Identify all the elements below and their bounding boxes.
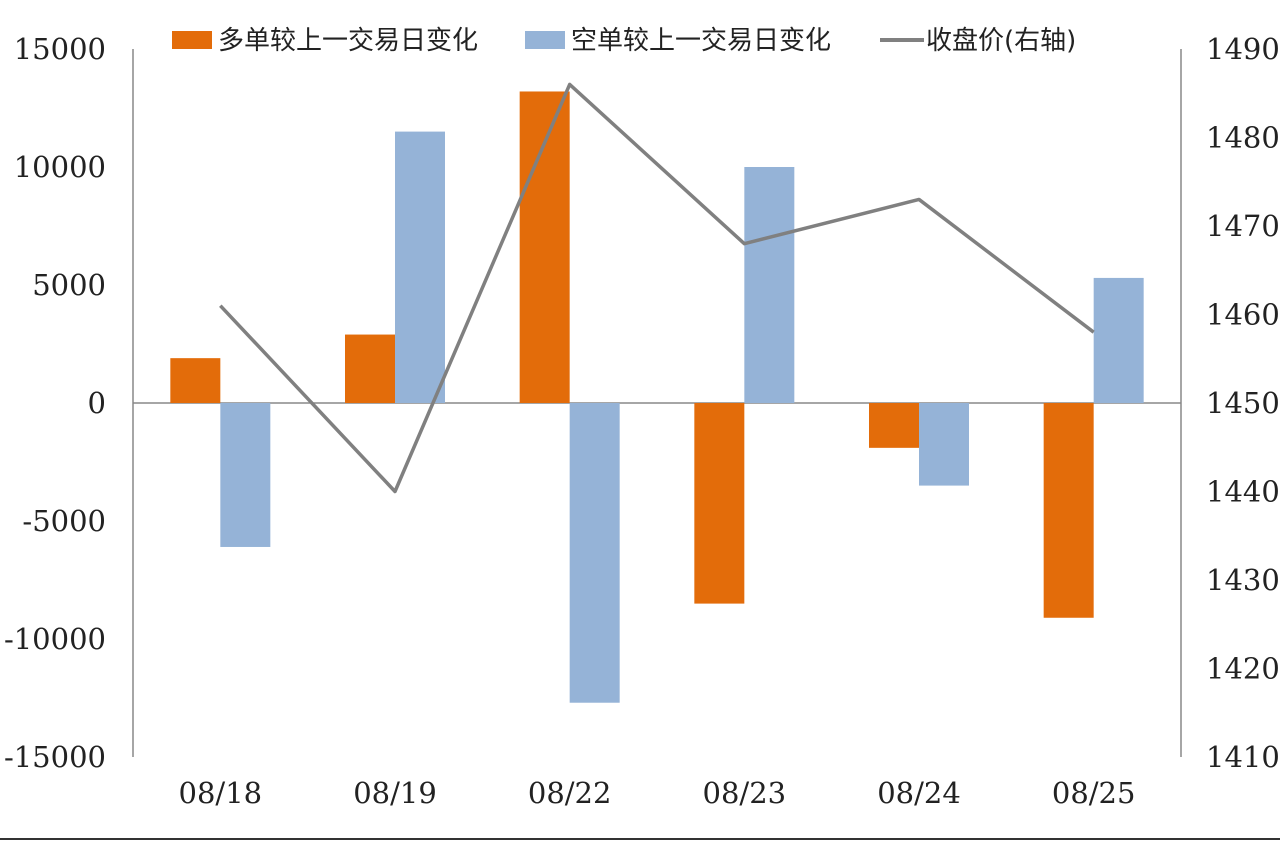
y-right-tick-label: 1430 <box>1206 563 1280 597</box>
bar-short-2 <box>569 403 620 703</box>
x-tick-label: 08/24 <box>877 776 961 810</box>
y-left-tick-label: 5000 <box>32 268 106 302</box>
bar-long-1 <box>345 334 395 403</box>
y-right-tick-label: 1490 <box>1206 32 1280 66</box>
x-tick-label: 08/19 <box>353 776 437 810</box>
y-right-tick-label: 1470 <box>1206 209 1280 243</box>
x-tick-label: 08/23 <box>703 776 787 810</box>
bar-long-2 <box>519 91 570 403</box>
chart-legend: 多单较上一交易日变化 空单较上一交易日变化 收盘价(右轴) <box>172 26 1076 56</box>
y-left-tick-label: 10000 <box>14 150 106 184</box>
y-left-tick-label: 15000 <box>14 32 106 66</box>
y-right-tick-label: 1440 <box>1206 475 1280 509</box>
y-right-tick-label: 1480 <box>1206 121 1280 155</box>
bar-long-5 <box>1043 403 1094 618</box>
bar-short-0 <box>220 403 271 547</box>
bar-short-5 <box>1093 277 1144 403</box>
chart-bars <box>170 91 1144 703</box>
y-left-tick-label: -5000 <box>22 504 106 538</box>
y-right-tick-label: 1450 <box>1206 386 1280 420</box>
y-left-tick-label: -15000 <box>4 740 106 774</box>
close-price-line <box>219 82 1095 494</box>
bar-short-3 <box>744 167 795 403</box>
y-right-tick-label: 1460 <box>1206 298 1280 332</box>
legend-label-long: 多单较上一交易日变化 <box>218 26 478 56</box>
bar-long-0 <box>170 358 221 403</box>
legend-label-short: 空单较上一交易日变化 <box>571 26 831 56</box>
chart-ticks: 15000 10000 5000 0 -5000 -10000 -15000 1490 1480… <box>4 32 1280 810</box>
y-right-tick-label: 1410 <box>1206 740 1280 774</box>
bar-long-3 <box>694 403 745 604</box>
bar-short-1 <box>395 131 445 403</box>
y-right-tick-label: 1420 <box>1206 652 1280 686</box>
chart-axes <box>132 49 1182 757</box>
x-tick-label: 08/25 <box>1052 776 1136 810</box>
y-left-tick-label: -10000 <box>4 622 106 656</box>
bottom-rule <box>0 838 1280 840</box>
legend-swatch-long <box>172 31 212 49</box>
chart-line <box>219 82 1095 494</box>
x-tick-label: 08/18 <box>179 776 263 810</box>
legend-label-close: 收盘价(右轴) <box>926 26 1076 56</box>
y-left-tick-label: 0 <box>88 386 106 420</box>
bar-short-4 <box>919 403 969 486</box>
legend-swatch-short <box>525 31 565 49</box>
x-tick-label: 08/22 <box>528 776 612 810</box>
bar-long-4 <box>869 403 919 448</box>
